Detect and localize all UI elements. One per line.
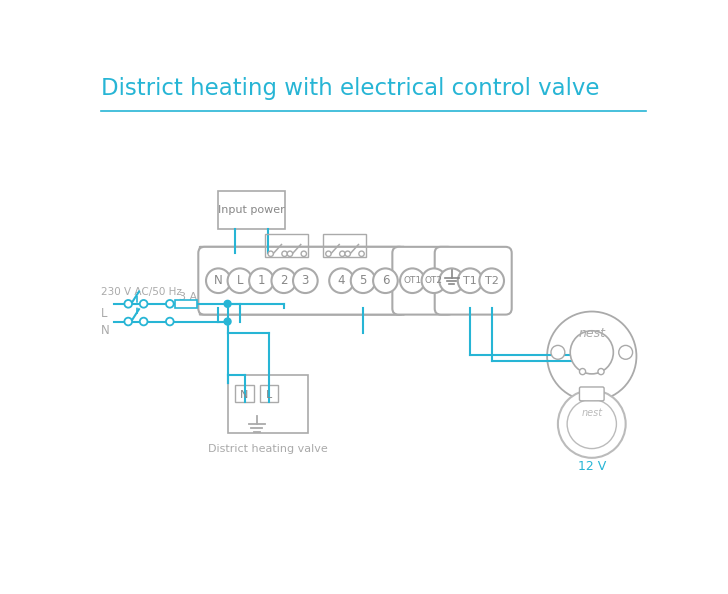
Text: L: L <box>100 307 107 320</box>
Circle shape <box>339 251 345 257</box>
FancyBboxPatch shape <box>218 191 285 229</box>
Circle shape <box>249 268 274 293</box>
Circle shape <box>551 345 565 359</box>
Circle shape <box>268 251 274 257</box>
Circle shape <box>224 301 231 307</box>
Circle shape <box>422 268 446 293</box>
Circle shape <box>570 331 614 374</box>
Circle shape <box>558 390 625 458</box>
Circle shape <box>206 268 231 293</box>
Circle shape <box>598 368 604 375</box>
Text: nest: nest <box>581 408 602 418</box>
FancyBboxPatch shape <box>435 247 512 315</box>
Circle shape <box>228 268 252 293</box>
Circle shape <box>301 251 306 257</box>
Text: nest: nest <box>578 327 605 340</box>
Circle shape <box>373 268 397 293</box>
Text: 3: 3 <box>301 274 309 287</box>
Circle shape <box>166 318 174 326</box>
FancyBboxPatch shape <box>228 375 309 433</box>
Circle shape <box>325 251 331 257</box>
Text: Input power: Input power <box>218 205 285 215</box>
Text: 1: 1 <box>258 274 265 287</box>
Circle shape <box>282 251 288 257</box>
FancyBboxPatch shape <box>198 247 405 315</box>
FancyBboxPatch shape <box>200 247 404 315</box>
Circle shape <box>124 318 132 326</box>
Text: OT1: OT1 <box>403 276 422 285</box>
Circle shape <box>140 300 148 308</box>
Text: 2: 2 <box>280 274 288 287</box>
Circle shape <box>345 251 350 257</box>
Circle shape <box>400 268 424 293</box>
Text: 3 A: 3 A <box>179 292 197 302</box>
Text: 6: 6 <box>381 274 389 287</box>
Circle shape <box>567 399 617 448</box>
Circle shape <box>124 300 132 308</box>
Circle shape <box>329 268 354 293</box>
FancyBboxPatch shape <box>235 385 254 402</box>
Circle shape <box>140 318 148 326</box>
Circle shape <box>272 268 296 293</box>
Text: District heating with electrical control valve: District heating with electrical control… <box>100 77 599 100</box>
FancyBboxPatch shape <box>260 385 278 402</box>
Text: 12 V: 12 V <box>577 460 606 473</box>
Text: N: N <box>240 390 249 400</box>
Circle shape <box>288 251 293 257</box>
Text: L: L <box>266 390 272 400</box>
Circle shape <box>547 311 636 401</box>
Circle shape <box>166 300 174 308</box>
Circle shape <box>458 268 483 293</box>
Text: T2: T2 <box>485 276 499 286</box>
Text: 230 V AC/50 Hz: 230 V AC/50 Hz <box>100 287 181 297</box>
Text: L: L <box>237 274 243 287</box>
Circle shape <box>224 318 231 325</box>
Text: T1: T1 <box>463 276 477 286</box>
Text: 5: 5 <box>360 274 367 287</box>
FancyBboxPatch shape <box>579 387 604 401</box>
Circle shape <box>619 345 633 359</box>
Text: OT2: OT2 <box>425 276 443 285</box>
FancyBboxPatch shape <box>175 300 197 308</box>
Circle shape <box>293 268 317 293</box>
Circle shape <box>439 268 464 293</box>
Text: N: N <box>100 324 109 337</box>
Circle shape <box>479 268 504 293</box>
Circle shape <box>359 251 364 257</box>
Circle shape <box>351 268 376 293</box>
Circle shape <box>579 368 585 375</box>
Text: District heating valve: District heating valve <box>208 444 328 454</box>
Text: N: N <box>214 274 223 287</box>
Text: 4: 4 <box>338 274 345 287</box>
FancyBboxPatch shape <box>392 247 454 315</box>
